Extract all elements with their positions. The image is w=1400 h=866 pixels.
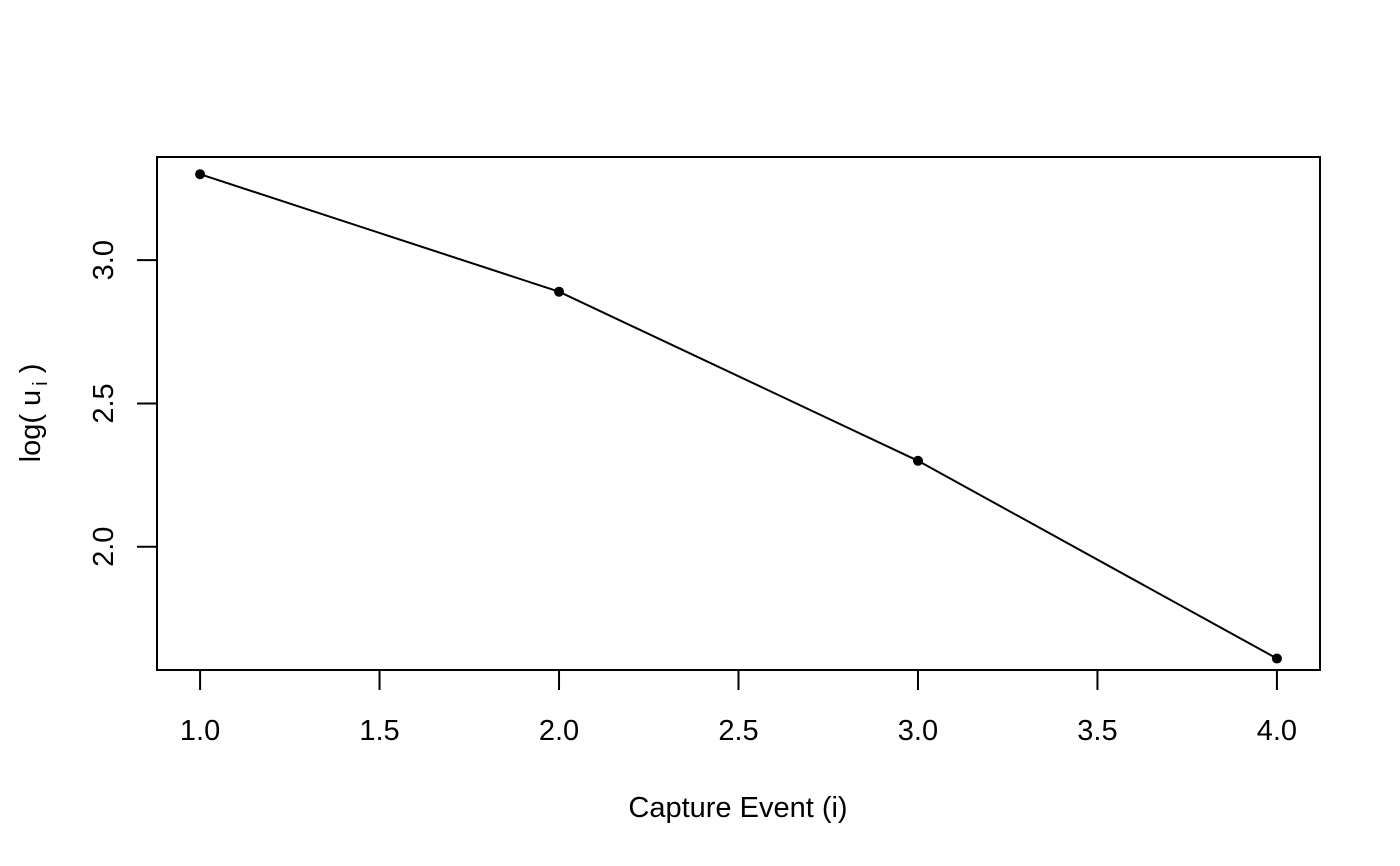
x-tick-label: 3.0: [898, 715, 938, 747]
series-line: [199, 173, 1278, 660]
data-point: [912, 455, 923, 466]
data-point: [554, 286, 565, 297]
data-point: [195, 169, 206, 180]
y-axis-title-prefix: log( u: [15, 390, 47, 463]
y-axis-title-suffix: ): [15, 364, 47, 382]
x-tick-label: 2.5: [718, 715, 758, 747]
x-axis: 1.0 1.5 2.0 2.5 3.0 3.5 4.0: [180, 669, 1297, 747]
y-axis: 2.0 2.5 3.0: [88, 240, 158, 567]
x-tick-label: 4.0: [1257, 715, 1297, 747]
x-tick-label: 3.5: [1077, 715, 1117, 747]
x-axis-title: Capture Event (i): [628, 792, 847, 824]
y-tick-label: 2.5: [88, 383, 120, 423]
y-tick-label: 3.0: [88, 240, 120, 280]
data-point: [1271, 653, 1282, 664]
y-tick-label: 2.0: [88, 527, 120, 567]
series-layer: [195, 169, 1282, 664]
x-tick-label: 1.0: [180, 715, 220, 747]
y-axis-title: log( u i ): [15, 364, 52, 463]
x-tick-label: 1.5: [359, 715, 399, 747]
x-tick-label: 2.0: [539, 715, 579, 747]
y-axis-title-subscript: i: [30, 381, 52, 385]
plot-frame: [156, 156, 1321, 671]
